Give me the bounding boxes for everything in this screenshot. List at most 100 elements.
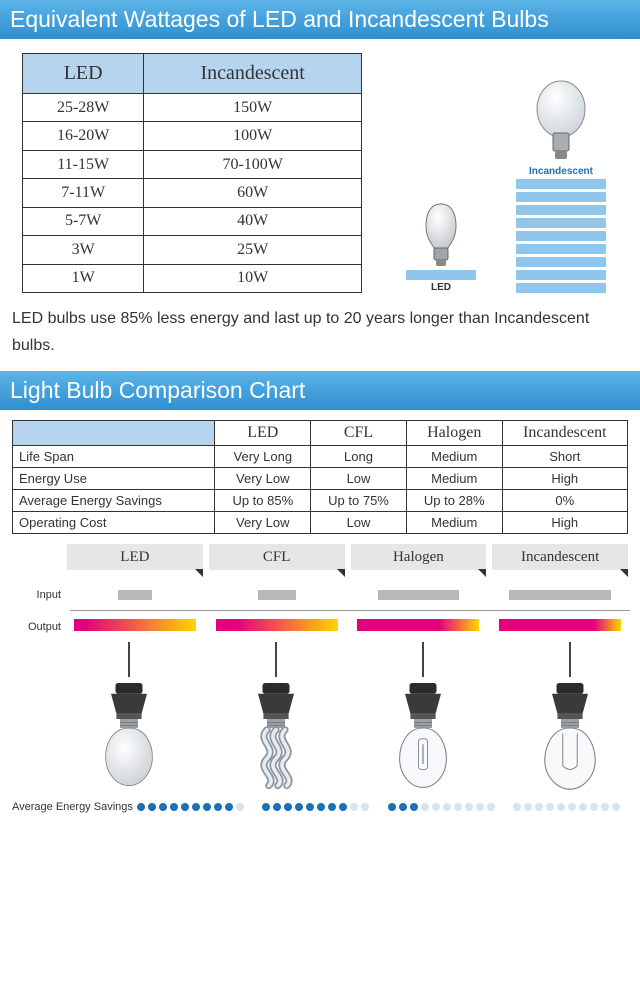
dot-on — [170, 803, 178, 811]
wire — [422, 642, 424, 677]
dot-on — [159, 803, 167, 811]
dot-off — [568, 803, 576, 811]
dot-on — [137, 803, 145, 811]
output-hot-bar — [74, 619, 85, 631]
stack-bar — [516, 192, 606, 202]
cfl-bulb-icon — [231, 677, 321, 797]
wattage-cell: 16-20W — [23, 122, 144, 150]
dot-on — [339, 803, 347, 811]
dots — [262, 803, 377, 811]
wattage-table: LED Incandescent 25-28W150W16-20W100W11-… — [22, 53, 362, 293]
wattage-cell: 11-15W — [23, 150, 144, 178]
stack-led-label: LED — [431, 282, 451, 293]
output-hot-bar — [216, 619, 236, 631]
dot-on — [306, 803, 314, 811]
stack-bar — [516, 244, 606, 254]
io-input-cell — [351, 583, 487, 607]
title-bar-1: Equivalent Wattages of LED and Incandesc… — [0, 0, 640, 39]
stack-inc-label: Incandescent — [529, 166, 593, 177]
dot-on — [181, 803, 189, 811]
io-divider — [70, 610, 630, 611]
wattage-cell: 7-11W — [23, 179, 144, 207]
led-bulb-icon — [84, 677, 174, 797]
io-input-row: Input — [12, 583, 628, 607]
dot-on — [410, 803, 418, 811]
dot-off — [535, 803, 543, 811]
dot-on — [225, 803, 233, 811]
title-bar-2: Light Bulb Comparison Chart — [0, 371, 640, 410]
comp-cell: Low — [311, 468, 407, 490]
dot-off — [524, 803, 532, 811]
comp-cell: Very Low — [215, 468, 311, 490]
io-output-cell — [209, 615, 345, 639]
io-section: LEDCFLHalogenIncandescent Input Output — [0, 540, 640, 639]
hanging-bulbs-row — [0, 642, 640, 797]
dot-on — [317, 803, 325, 811]
dot-off — [557, 803, 565, 811]
wattage-th-led: LED — [23, 54, 144, 94]
dot-on — [284, 803, 292, 811]
comp-cell: Very Low — [215, 512, 311, 534]
dot-off — [421, 803, 429, 811]
comp-row: Energy UseVery LowLowMediumHigh — [13, 468, 628, 490]
stack-chart: Incandescent LED — [376, 53, 628, 293]
wire — [128, 642, 130, 677]
output-warm-bar — [236, 619, 338, 631]
comp-cell: Medium — [406, 446, 502, 468]
dots — [513, 803, 628, 811]
wattage-cell: 60W — [144, 179, 362, 207]
dot-off — [546, 803, 554, 811]
comp-cell: Low — [311, 512, 407, 534]
input-bar — [509, 590, 611, 600]
incandescent-bulb-icon — [531, 79, 591, 164]
dot-on — [273, 803, 281, 811]
savings-row: Average Energy Savings — [0, 797, 640, 823]
wattage-row: 16-20W100W — [23, 122, 362, 150]
input-bar — [118, 590, 152, 600]
wattage-cell: 10W — [144, 264, 362, 292]
dot-off — [590, 803, 598, 811]
output-hot-bar — [499, 619, 594, 631]
io-input-cell — [67, 583, 203, 607]
dot-off — [579, 803, 587, 811]
io-output-label: Output — [12, 621, 67, 633]
comp-row: Life SpanVery LongLongMediumShort — [13, 446, 628, 468]
dot-on — [328, 803, 336, 811]
output-hot-bar — [357, 619, 438, 631]
dots — [388, 803, 503, 811]
output-warm-bar — [85, 619, 196, 631]
comp-cell: Very Long — [215, 446, 311, 468]
dot-off — [476, 803, 484, 811]
dot-off — [601, 803, 609, 811]
io-input-cell — [492, 583, 628, 607]
stack-bar — [406, 270, 476, 280]
wattage-section: LED Incandescent 25-28W150W16-20W100W11-… — [0, 39, 640, 301]
dot-off — [350, 803, 358, 811]
dot-on — [148, 803, 156, 811]
dot-off — [236, 803, 244, 811]
input-bar — [258, 590, 296, 600]
comp-cell: 0% — [502, 490, 627, 512]
stack-incandescent: Incandescent — [516, 79, 606, 293]
dot-off — [443, 803, 451, 811]
dot-off — [432, 803, 440, 811]
stack-bar — [516, 257, 606, 267]
comp-row: Operating CostVery LowLowMediumHigh — [13, 512, 628, 534]
comp-th: Halogen — [406, 421, 502, 446]
io-output-cell — [67, 615, 203, 639]
io-tabs-row: LEDCFLHalogenIncandescent — [12, 544, 628, 570]
output-warm-bar — [594, 619, 621, 631]
io-input-label: Input — [12, 589, 67, 601]
hang-cell — [58, 642, 199, 797]
hang-cell — [352, 642, 493, 797]
wattage-row: 1W10W — [23, 264, 362, 292]
dot-on — [192, 803, 200, 811]
comp-th: CFL — [311, 421, 407, 446]
stack-bar — [516, 270, 606, 280]
wire — [569, 642, 571, 677]
wattage-row: 3W25W — [23, 236, 362, 264]
io-output-cell — [492, 615, 628, 639]
comp-cell: Up to 28% — [406, 490, 502, 512]
io-output-row: Output — [12, 615, 628, 639]
dot-off — [454, 803, 462, 811]
